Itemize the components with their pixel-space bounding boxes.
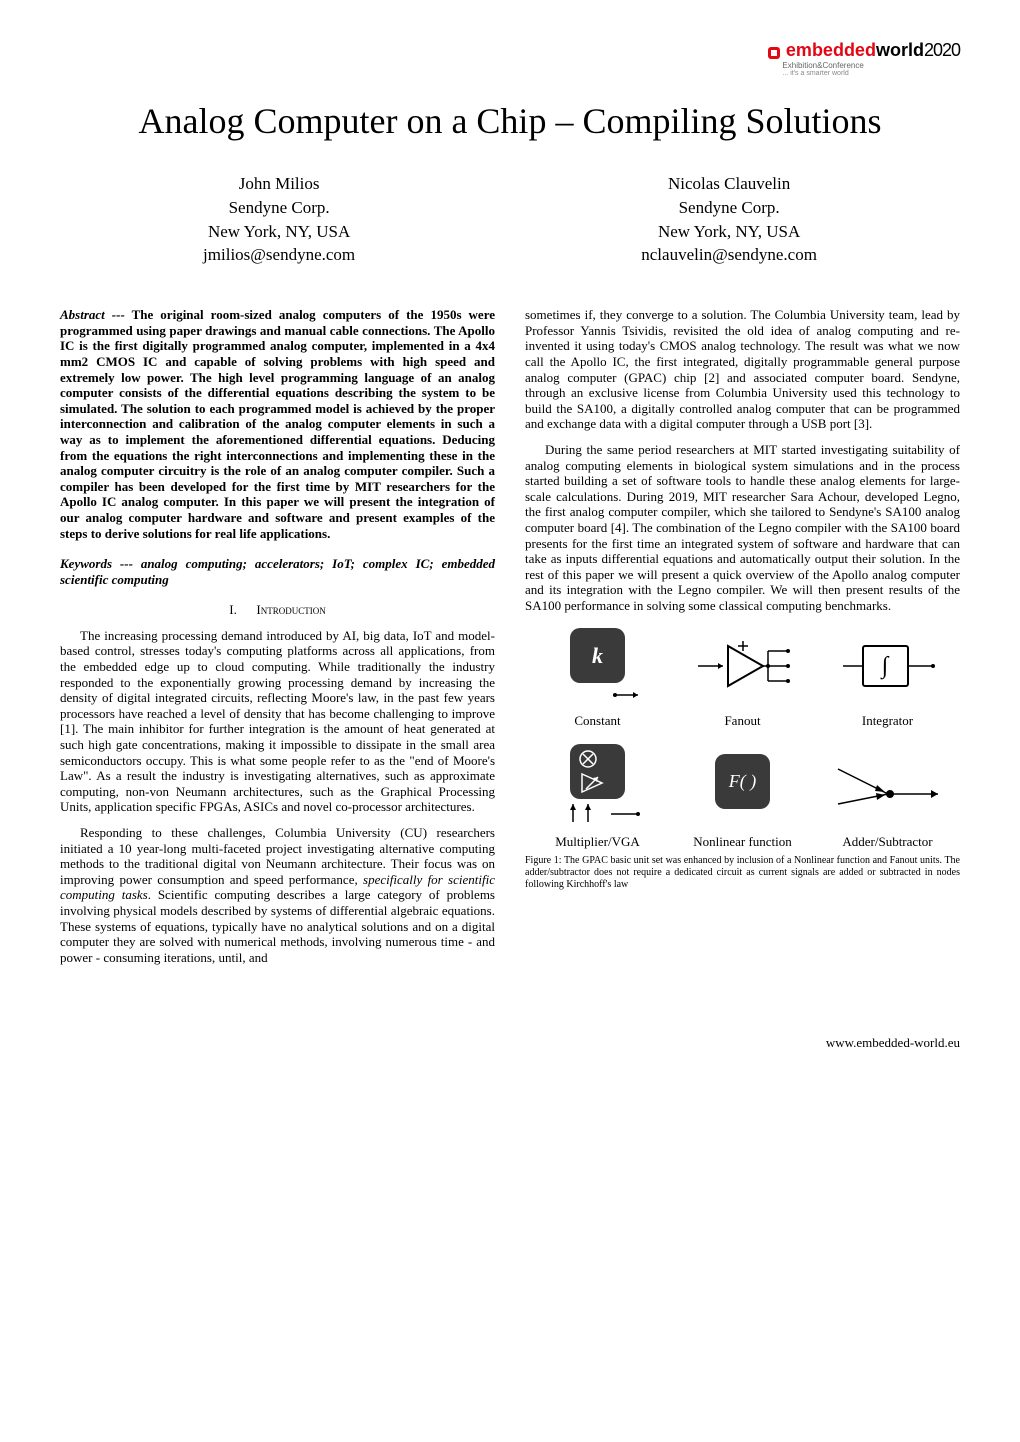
constant-arrow-icon xyxy=(553,688,643,703)
section-1-header: I. Introduction xyxy=(60,602,495,618)
conference-logo: embeddedworld2020 Exhibition&Conference … xyxy=(60,40,960,80)
adder-icon xyxy=(833,754,943,814)
author-2-location: New York, NY, USA xyxy=(641,220,817,244)
right-column: sometimes if, they converge to a solutio… xyxy=(525,307,960,975)
author-2-org: Sendyne Corp. xyxy=(641,196,817,220)
intro-para-1: The increasing processing demand introdu… xyxy=(60,628,495,815)
svg-text:∫: ∫ xyxy=(879,653,889,680)
abstract-label: Abstract --- xyxy=(60,307,125,322)
integrator-label: Integrator xyxy=(822,713,953,729)
fanout-icon xyxy=(693,636,793,696)
intro-para-2: Responding to these challenges, Columbia… xyxy=(60,825,495,965)
author-1-org: Sendyne Corp. xyxy=(203,196,355,220)
fanout-label: Fanout xyxy=(677,713,808,729)
logo-icon xyxy=(766,45,782,61)
multiplier-icon xyxy=(570,744,625,799)
page-footer: www.embedded-world.eu xyxy=(60,1035,960,1051)
author-1: John Milios Sendyne Corp. New York, NY, … xyxy=(203,172,355,267)
author-1-location: New York, NY, USA xyxy=(203,220,355,244)
author-1-name: John Milios xyxy=(203,172,355,196)
logo-black-text: world xyxy=(876,40,924,60)
logo-year: 2020 xyxy=(924,40,960,60)
col2-para-1: sometimes if, they converge to a solutio… xyxy=(525,307,960,432)
author-1-email: jmilios@sendyne.com xyxy=(203,243,355,267)
col2-para-2: During the same period researchers at MI… xyxy=(525,442,960,614)
authors-block: John Milios Sendyne Corp. New York, NY, … xyxy=(60,172,960,267)
author-2: Nicolas Clauvelin Sendyne Corp. New York… xyxy=(641,172,817,267)
integrator-icon: ∫ xyxy=(838,636,938,696)
nonlinear-label: Nonlinear function xyxy=(677,834,808,850)
keywords-label: Keywords --- xyxy=(60,556,133,571)
unit-nonlinear: F( ) xyxy=(677,754,808,814)
multiplier-inputs-icon xyxy=(553,804,643,824)
section-1-title: Introduction xyxy=(256,602,325,617)
unit-constant: k xyxy=(532,628,663,703)
constant-label: Constant xyxy=(532,713,663,729)
unit-integrator: ∫ xyxy=(822,636,953,696)
author-2-name: Nicolas Clauvelin xyxy=(641,172,817,196)
abstract-text: The original room-sized analog computers… xyxy=(60,307,495,540)
unit-fanout xyxy=(677,636,808,696)
main-content: Abstract --- The original room-sized ana… xyxy=(60,307,960,975)
constant-symbol: k xyxy=(592,643,603,669)
abstract: Abstract --- The original room-sized ana… xyxy=(60,307,495,541)
figure-1: k xyxy=(525,628,960,890)
logo-subtitle: Exhibition&Conference xyxy=(782,61,960,70)
author-2-email: nclauvelin@sendyne.com xyxy=(641,243,817,267)
left-column: Abstract --- The original room-sized ana… xyxy=(60,307,495,975)
paper-title: Analog Computer on a Chip – Compiling So… xyxy=(60,100,960,142)
nonlinear-symbol: F( ) xyxy=(729,771,756,793)
logo-red-text: embedded xyxy=(786,40,876,60)
adder-label: Adder/Subtractor xyxy=(822,834,953,850)
figure-1-caption: Figure 1: The GPAC basic unit set was en… xyxy=(525,855,960,891)
keywords: Keywords --- analog computing; accelerat… xyxy=(60,556,495,587)
section-1-number: I. xyxy=(229,602,237,617)
multiplier-label: Multiplier/VGA xyxy=(532,834,663,850)
unit-adder xyxy=(822,754,953,814)
unit-multiplier xyxy=(532,744,663,824)
logo-tagline: ... it's a smarter world xyxy=(782,70,960,77)
